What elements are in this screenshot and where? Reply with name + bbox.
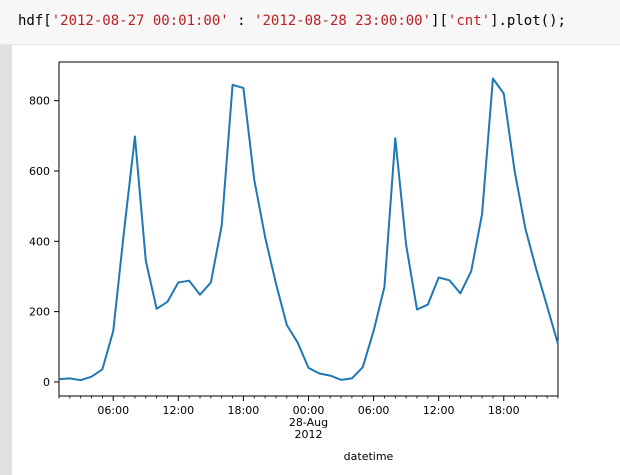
code-token: ][ xyxy=(431,13,448,29)
code-line: hdf['2012-08-27 00:01:00' : '2012-08-28 … xyxy=(18,13,566,29)
x-tick-label: 06:00 xyxy=(97,404,129,417)
code-cell[interactable]: hdf['2012-08-27 00:01:00' : '2012-08-28 … xyxy=(0,0,620,45)
code-token: hdf[ xyxy=(18,13,52,29)
y-tick-label: 400 xyxy=(29,235,50,248)
x-axis-label: datetime xyxy=(344,450,394,463)
x-tick-label: 18:00 xyxy=(228,404,260,417)
x-tick-label: 28-Aug xyxy=(289,416,328,429)
line-chart: 0 200 400 600 800 06:00 12:00 18:00 00:0028-Aug2… xyxy=(29,61,559,463)
code-string-token: 'cnt' xyxy=(447,13,491,29)
plot-frame xyxy=(58,61,559,397)
code-token: : xyxy=(228,13,255,29)
x-tick-label: 2012 xyxy=(295,428,323,441)
x-tick-label: 18:00 xyxy=(488,404,520,417)
y-tick-label: 0 xyxy=(43,376,50,389)
x-tick-label: 12:00 xyxy=(162,404,194,417)
code-string-token: '2012-08-27 00:01:00' xyxy=(51,13,229,29)
y-tick-label: 800 xyxy=(29,95,50,108)
code-string-token: '2012-08-28 23:00:00' xyxy=(254,13,432,29)
code-token: ].plot(); xyxy=(490,13,566,29)
x-tick-label: 06:00 xyxy=(358,404,390,417)
x-tick-label: 00:00 xyxy=(293,404,325,417)
x-tick-label: 12:00 xyxy=(423,404,455,417)
output-prompt-bar[interactable] xyxy=(0,45,12,475)
y-tick-label: 200 xyxy=(29,306,50,319)
y-tick-label: 600 xyxy=(29,165,50,178)
